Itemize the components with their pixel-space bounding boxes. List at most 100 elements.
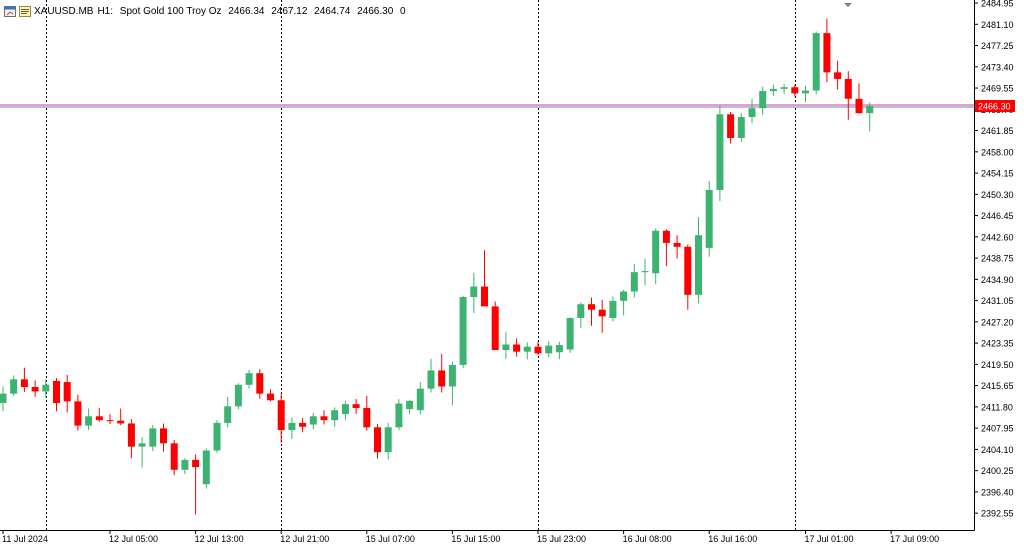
candle-bear (481, 250, 488, 307)
candle-bull (780, 83, 788, 94)
candle-body (85, 416, 93, 426)
candle-bear (31, 380, 39, 397)
candle-body (577, 304, 585, 318)
x-tick-label: 15 Jul 15:00 (451, 534, 500, 544)
x-tick-label: 11 Jul 2024 (2, 534, 48, 544)
candle-body (491, 306, 499, 351)
candle-body (331, 410, 339, 421)
candle-bull (866, 102, 874, 132)
candle-body (395, 403, 403, 428)
candle-bull (705, 181, 713, 257)
candle-body (855, 98, 863, 114)
candle-bull (395, 399, 403, 431)
candle-body (10, 379, 18, 394)
candle-bull (234, 383, 242, 410)
timeframe-label: H1: (97, 5, 114, 17)
candle-bear (320, 410, 328, 425)
candle-body (170, 443, 178, 470)
x-tick-label: 15 Jul 07:00 (366, 534, 415, 544)
candle-body (705, 189, 713, 248)
candle-bull (85, 408, 93, 431)
candle-bear (491, 301, 499, 351)
candle-bull (577, 302, 585, 328)
candle-bull (609, 296, 617, 322)
candle-body (42, 384, 50, 392)
candle-body (866, 106, 874, 114)
y-tick-label: 2427.20 (981, 317, 1014, 327)
y-tick-label: 2442.60 (981, 232, 1014, 242)
candle-bull (448, 361, 456, 406)
candle-bull (812, 31, 820, 95)
candles (0, 18, 874, 515)
y-tick-label: 2484.95 (981, 0, 1014, 9)
candle-bear (855, 83, 863, 114)
candle-body (202, 450, 210, 485)
y-tick-label: 2461.85 (981, 126, 1014, 136)
candle-bear (352, 399, 360, 415)
chart-window-icon[interactable] (4, 5, 16, 17)
candle-body (63, 382, 71, 402)
candle-body (31, 387, 39, 392)
candle-bull (759, 86, 767, 115)
candle-body (759, 91, 767, 109)
candle-bull (245, 369, 253, 389)
candle-bull (224, 396, 232, 428)
x-tick-label: 12 Jul 13:00 (195, 534, 244, 544)
candle-bear (63, 374, 71, 413)
candle-body (652, 230, 660, 274)
candle-body (844, 78, 852, 99)
candle-bull (555, 341, 563, 359)
candle-bear (374, 424, 381, 459)
candle-bull (138, 437, 146, 468)
y-tick-label: 2469.55 (981, 84, 1014, 94)
candle-body (234, 384, 242, 407)
candle-bear (662, 229, 670, 267)
candle-bear (438, 353, 446, 393)
candle-body (160, 428, 167, 444)
candle-body (780, 87, 788, 89)
x-tick-label: 17 Jul 01:00 (805, 534, 854, 544)
candle-bear (791, 85, 799, 97)
y-tick-label: 2446.45 (981, 211, 1014, 221)
candle-bear (299, 417, 307, 433)
candle-body (555, 345, 563, 353)
high-value: 2467.12 (271, 5, 308, 17)
candle-body (523, 346, 531, 352)
candle-body (192, 459, 200, 468)
candle-bull (695, 216, 702, 304)
candle-bear (844, 71, 852, 120)
price-tag-background (975, 100, 1015, 112)
candle-body (427, 370, 435, 389)
candle-bull (416, 382, 424, 415)
symbol-properties-icon[interactable] (19, 5, 31, 17)
candle-bull (10, 375, 18, 396)
current-price-tag: 2466.30 (975, 100, 1015, 112)
candle-body (138, 443, 146, 447)
y-tick-label: 2481.10 (981, 20, 1014, 30)
candle-body (448, 364, 456, 387)
candle-bear (513, 338, 521, 357)
x-tick-label: 12 Jul 05:00 (109, 534, 158, 544)
candle-body (737, 117, 745, 139)
candle-bear (256, 369, 264, 399)
candle-bull (288, 417, 296, 439)
volume-value: 0 (400, 5, 406, 17)
y-tick-label: 2438.75 (981, 254, 1014, 264)
candle-body (416, 388, 424, 411)
candle-bull (181, 458, 189, 475)
candle-bull (331, 407, 339, 427)
x-tick-label: 15 Jul 23:00 (537, 534, 586, 544)
x-tick-label: 12 Jul 21:00 (280, 534, 329, 544)
candle-body (53, 380, 60, 404)
candle-bull (384, 422, 392, 460)
candle-body (684, 246, 692, 295)
candle-body (438, 370, 446, 387)
candle-bull (202, 448, 210, 489)
candle-bear (823, 18, 831, 83)
candle-bull (630, 263, 638, 298)
candle-bull (309, 412, 317, 430)
candle-body (267, 393, 274, 401)
y-tick-label: 2423.35 (981, 339, 1014, 349)
